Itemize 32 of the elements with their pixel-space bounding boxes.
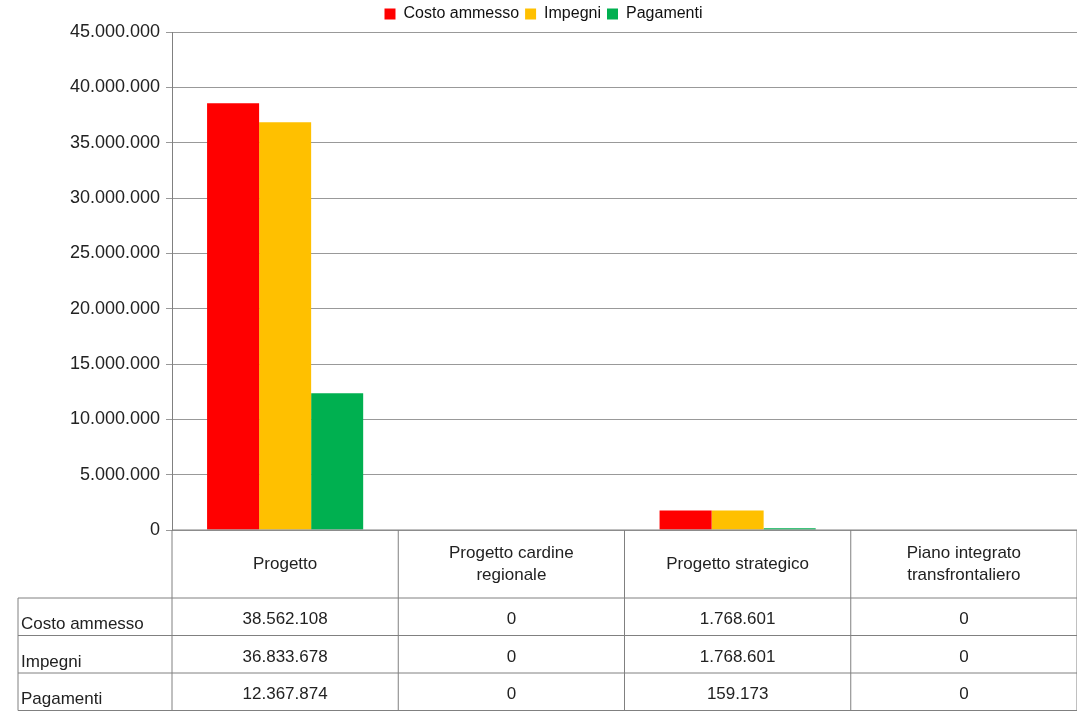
y-tick-label: 20.000.000 — [69, 297, 160, 318]
data-label: 159.173 — [706, 684, 769, 704]
y-tick-label: 35.000.000 — [69, 131, 160, 152]
text: Costo ammesso — [21, 614, 144, 634]
data-label: 36.833.678 — [242, 646, 328, 666]
legend-label: Impegni — [544, 4, 602, 22]
data-label: 0 — [959, 646, 969, 666]
y-tick-label: 0 — [149, 518, 160, 539]
text: Pagamenti — [21, 689, 103, 709]
data-label: 1.768.601 — [699, 646, 776, 666]
y-tick-label: 45.000.000 — [69, 20, 160, 41]
data-label: 38.562.108 — [242, 609, 328, 629]
y-tick-label: 25.000.000 — [69, 242, 160, 263]
y-tick-label: 30.000.000 — [69, 186, 160, 207]
text: Impegni — [21, 651, 82, 671]
data-label: 0 — [506, 609, 517, 629]
data-label: 0 — [959, 684, 969, 704]
y-tick-label: 5.000.000 — [79, 463, 160, 484]
x-tick-label: Progetto strategico — [666, 553, 809, 573]
y-tick-label: 15.000.000 — [69, 352, 160, 373]
x-tick-label: Progetto cardine regionale — [449, 542, 574, 584]
data-label: 1.768.601 — [699, 609, 776, 629]
data-label: 0 — [506, 684, 517, 704]
legend-label: Pagamenti — [626, 4, 703, 22]
y-tick-label: 10.000.000 — [69, 408, 160, 429]
legend-label: Costo ammesso — [403, 4, 520, 22]
data-label: 0 — [959, 609, 969, 629]
data-label: 0 — [506, 646, 517, 666]
data-label: 12.367.874 — [242, 684, 328, 704]
x-tick-label: Piano integrato transfrontaliero — [906, 542, 1022, 584]
x-tick-label: Progetto — [252, 553, 318, 573]
y-tick-label: 40.000.000 — [69, 76, 160, 97]
